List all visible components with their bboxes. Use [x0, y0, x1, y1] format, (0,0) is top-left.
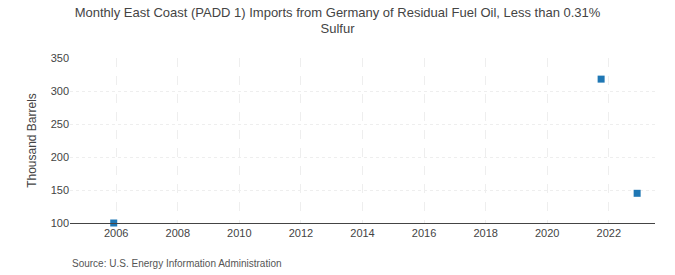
svg-text:2008: 2008 — [166, 227, 190, 239]
svg-text:2010: 2010 — [227, 227, 251, 239]
svg-text:2018: 2018 — [473, 227, 497, 239]
svg-text:2022: 2022 — [597, 227, 621, 239]
svg-text:2006: 2006 — [104, 227, 128, 239]
svg-text:250: 250 — [51, 118, 69, 130]
svg-text:2020: 2020 — [535, 227, 559, 239]
svg-text:100: 100 — [51, 217, 69, 229]
svg-text:Thousand Barrels: Thousand Barrels — [25, 93, 39, 188]
svg-text:Monthly East Coast (PADD 1) Im: Monthly East Coast (PADD 1) Imports from… — [75, 5, 601, 37]
svg-text:2014: 2014 — [350, 227, 374, 239]
svg-text:350: 350 — [51, 52, 69, 64]
svg-text:300: 300 — [51, 85, 69, 97]
svg-text:2012: 2012 — [289, 227, 313, 239]
svg-text:Source: U.S. Energy Informatio: Source: U.S. Energy Information Administ… — [72, 258, 282, 269]
svg-text:200: 200 — [51, 151, 69, 163]
svg-text:150: 150 — [51, 184, 69, 196]
svg-text:2016: 2016 — [412, 227, 436, 239]
